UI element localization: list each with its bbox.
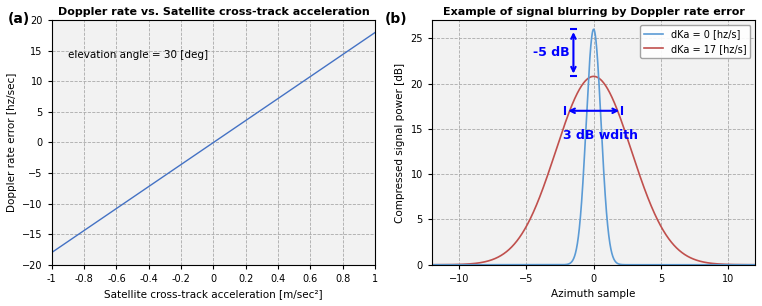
dKa = 0 [hz/s]: [751, 263, 760, 267]
dKa = 17 [hz/s]: [444, 263, 453, 267]
X-axis label: Azimuth sample: Azimuth sample: [552, 289, 636, 299]
dKa = 17 [hz/s]: [576, 85, 585, 89]
dKa = 17 [hz/s]: [589, 75, 598, 78]
Line: dKa = 17 [hz/s]: dKa = 17 [hz/s]: [432, 76, 755, 265]
dKa = 17 [hz/s]: [741, 263, 751, 267]
dKa = 0 [hz/s]: [589, 28, 598, 31]
dKa = 0 [hz/s]: [444, 263, 453, 267]
Y-axis label: Doppler rate error [hz/sec]: Doppler rate error [hz/sec]: [7, 73, 17, 212]
Text: (b): (b): [385, 12, 408, 26]
X-axis label: Satellite cross-track acceleration [m/sec²]: Satellite cross-track acceleration [m/se…: [104, 289, 323, 299]
dKa = 17 [hz/s]: [751, 263, 760, 267]
dKa = 17 [hz/s]: [682, 254, 691, 258]
dKa = 0 [hz/s]: [584, 66, 594, 70]
Line: dKa = 0 [hz/s]: dKa = 0 [hz/s]: [432, 29, 755, 265]
dKa = 0 [hz/s]: [682, 263, 691, 267]
Text: 3 dB wdith: 3 dB wdith: [563, 129, 638, 142]
Y-axis label: Compressed signal power [dB]: Compressed signal power [dB]: [395, 62, 405, 222]
dKa = 0 [hz/s]: [741, 263, 751, 267]
dKa = 0 [hz/s]: [741, 263, 751, 267]
dKa = 0 [hz/s]: [427, 263, 437, 267]
Title: Example of signal blurring by Doppler rate error: Example of signal blurring by Doppler ra…: [443, 7, 744, 17]
dKa = 0 [hz/s]: [576, 213, 585, 216]
Text: (a): (a): [8, 12, 30, 26]
Legend: dKa = 0 [hz/s], dKa = 17 [hz/s]: dKa = 0 [hz/s], dKa = 17 [hz/s]: [640, 25, 751, 58]
Text: -5 dB: -5 dB: [533, 46, 569, 59]
dKa = 17 [hz/s]: [427, 263, 437, 267]
dKa = 17 [hz/s]: [584, 76, 594, 80]
Text: elevation angle = 30 [deg]: elevation angle = 30 [deg]: [68, 50, 208, 60]
Title: Doppler rate vs. Satellite cross-track acceleration: Doppler rate vs. Satellite cross-track a…: [58, 7, 370, 17]
dKa = 17 [hz/s]: [741, 263, 751, 267]
